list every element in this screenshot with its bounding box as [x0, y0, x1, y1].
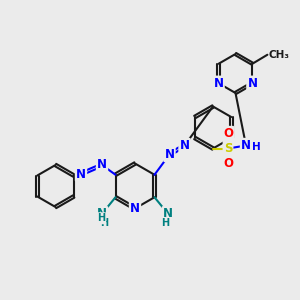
Text: N: N [97, 158, 107, 172]
Text: H: H [165, 213, 173, 223]
Text: S: S [224, 142, 232, 155]
Text: O: O [223, 157, 233, 170]
Text: N: N [130, 202, 140, 215]
Text: N: N [76, 167, 86, 181]
Text: N: N [163, 207, 173, 220]
Text: N: N [164, 148, 175, 161]
Text: N: N [179, 139, 190, 152]
Text: N: N [214, 77, 224, 90]
Text: O: O [223, 127, 233, 140]
Text: H: H [161, 218, 169, 228]
Text: H: H [252, 142, 261, 152]
Text: N: N [248, 77, 257, 90]
Text: H: H [100, 218, 109, 228]
Text: N: N [97, 207, 107, 220]
Text: H: H [97, 213, 105, 223]
Text: N: N [241, 139, 251, 152]
Text: CH₃: CH₃ [269, 50, 290, 60]
